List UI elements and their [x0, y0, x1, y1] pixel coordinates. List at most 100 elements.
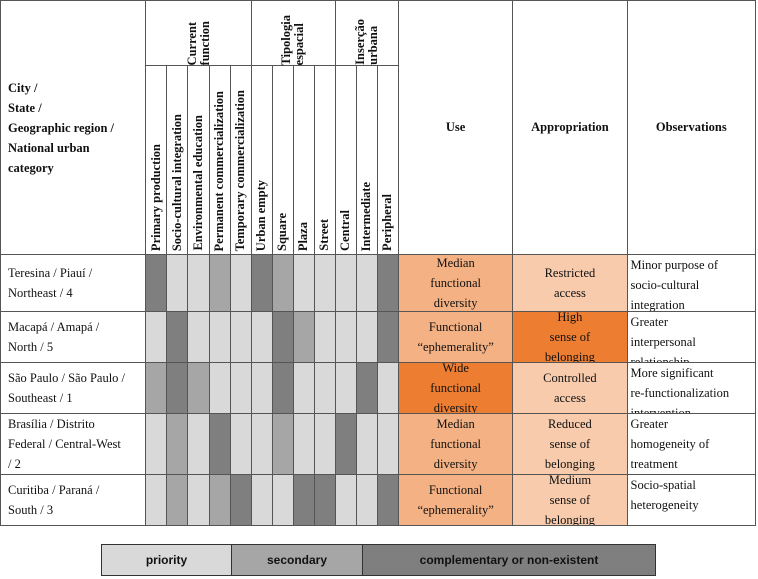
- appropriation-cell-line: access: [553, 286, 586, 300]
- column-header: Street: [313, 65, 336, 255]
- mark-cell-plaza: [292, 254, 315, 312]
- table-row: Macapá / Amapá / North / 5 Functional “ephe…: [0, 311, 757, 363]
- city-line: Macapá / Amapá /: [8, 320, 100, 334]
- column-header: Temporary commercialization: [229, 65, 252, 255]
- observations-cell-line: Minor purpose of: [630, 258, 719, 272]
- observations-cell-line: Greater: [630, 417, 669, 431]
- mark-cell-central: [334, 474, 357, 526]
- legend: priority secondary complementary or non-…: [101, 544, 656, 576]
- mark-cell-plaza: [292, 413, 315, 475]
- column-header-label: Peripheral: [380, 194, 395, 251]
- city-line: Brasília / Distrito: [8, 417, 95, 431]
- column-header: Central: [334, 65, 357, 255]
- group-header-tipologia-espacial: Tipologia espacial: [250, 0, 336, 66]
- observations-cell-line: socio-cultural: [630, 278, 700, 292]
- city-line: / 2: [8, 457, 21, 471]
- mark-cell-plaza: [292, 474, 315, 526]
- column-header-label: Urban empty: [254, 179, 269, 251]
- use-cell-line: diversity: [433, 457, 478, 471]
- appropriation-cell-line: Controlled: [543, 371, 597, 385]
- use-cell-line: diversity: [433, 296, 478, 310]
- appropriation-cell-line: access: [553, 391, 586, 405]
- table-row: Brasília / Distrito Federal / Central-Wes…: [0, 413, 757, 475]
- observations-cell: Socio-spatial heterogeneity: [626, 474, 757, 526]
- city-line: Northeast / 4: [8, 286, 73, 300]
- appropriation-cell-line: Medium: [548, 475, 592, 488]
- use-cell-line: Functional: [428, 483, 483, 497]
- mark-cell-primary-production: [145, 362, 168, 414]
- mark-cell-peripheral: [376, 362, 399, 414]
- mark-cell-intermediate: [355, 413, 378, 475]
- use-cell: Median functional diversity: [397, 254, 514, 312]
- mark-cell-central: [334, 362, 357, 414]
- city-cell: Macapá / Amapá / North / 5: [0, 311, 147, 363]
- group-header-insercao-urbana: Inserção urbana: [334, 0, 399, 66]
- use-cell-line: Median: [436, 256, 475, 270]
- mark-cell-urban-empty: [250, 413, 273, 475]
- table-row: Curitiba / Paraná / South / 3 Functional “e…: [0, 474, 757, 526]
- appropriation-cell: Medium sense of belonging: [512, 474, 628, 526]
- city-line: Federal / Central-West: [8, 437, 121, 451]
- use-column-header: Use: [397, 0, 514, 255]
- appropriation-cell-line: Reduced: [548, 417, 592, 431]
- appropriation-cell-line: sense of: [549, 437, 591, 451]
- use-cell-line: functional: [430, 381, 481, 395]
- use-cell-line: “ephemerality”: [417, 503, 494, 517]
- mark-cell-socio-cultural-integration: [166, 311, 189, 363]
- city-cell: Brasília / Distrito Federal / Central-Wes…: [0, 413, 147, 475]
- mark-cell-temporary-commercialization: [229, 474, 252, 526]
- column-header: Plaza: [292, 65, 315, 255]
- mark-cell-temporary-commercialization: [229, 311, 252, 363]
- mark-cell-primary-production: [145, 311, 168, 363]
- appropriation-cell-line: High: [557, 312, 583, 325]
- column-header-label: Plaza: [296, 221, 311, 251]
- city-line: Southeast / 1: [8, 391, 73, 405]
- column-header-label: Primary production: [148, 143, 163, 251]
- mark-cell-temporary-commercialization: [229, 254, 252, 312]
- city-header-line: State /: [8, 100, 42, 115]
- column-header: Environmental education: [187, 65, 210, 255]
- use-cell: Functional “ephemerality”: [397, 474, 514, 526]
- city-cell: Teresina / Piauí / Northeast / 4: [0, 254, 147, 312]
- group-header-line: function: [197, 20, 212, 65]
- mark-cell-peripheral: [376, 474, 399, 526]
- column-header-label: Intermediate: [359, 181, 374, 251]
- appropriation-cell: Controlled access: [512, 362, 628, 414]
- appropriation-cell-line: sense of: [549, 493, 591, 507]
- observations-cell: Greater homogeneity of treatment: [626, 413, 757, 475]
- mark-cell-intermediate: [355, 311, 378, 363]
- mark-cell-socio-cultural-integration: [166, 413, 189, 475]
- column-header-label: Square: [275, 213, 290, 251]
- mark-cell-temporary-commercialization: [229, 362, 252, 414]
- mark-cell-square: [271, 311, 294, 363]
- group-header-line: Inserção: [352, 19, 367, 65]
- appropriation-cell-line: belonging: [544, 350, 595, 362]
- mark-cell-plaza: [292, 311, 315, 363]
- city-line: São Paulo / São Paulo /: [8, 371, 126, 385]
- mark-cell-street: [313, 413, 336, 475]
- column-header-label: Temporary commercialization: [233, 89, 248, 251]
- column-header: Intermediate: [355, 65, 378, 255]
- mark-cell-socio-cultural-integration: [166, 474, 189, 526]
- mark-cell-central: [334, 254, 357, 312]
- mark-cell-environmental-education: [187, 254, 210, 312]
- use-cell-line: diversity: [433, 401, 478, 413]
- city-header-line: City /: [8, 80, 38, 95]
- observations-cell-line: relationship: [630, 355, 690, 362]
- mark-cell-socio-cultural-integration: [166, 254, 189, 312]
- observations-cell-line: Socio-spatial: [630, 478, 696, 492]
- appropriation-column-header: Appropriation: [512, 0, 628, 255]
- city-line: Curitiba / Paraná /: [8, 483, 100, 497]
- city-header-line: category: [8, 160, 54, 175]
- use-cell: Wide functional diversity: [397, 362, 514, 414]
- mark-cell-urban-empty: [250, 311, 273, 363]
- table-row: Teresina / Piauí / Northeast / 4 Median fun…: [0, 254, 757, 312]
- observations-cell: More significant re-functionalization inte…: [626, 362, 757, 414]
- mark-cell-square: [271, 413, 294, 475]
- mark-cell-socio-cultural-integration: [166, 362, 189, 414]
- appropriation-cell: High sense of belonging: [512, 311, 628, 363]
- mark-cell-square: [271, 254, 294, 312]
- mark-cell-intermediate: [355, 362, 378, 414]
- legend-secondary: secondary: [232, 545, 363, 575]
- mark-cell-temporary-commercialization: [229, 413, 252, 475]
